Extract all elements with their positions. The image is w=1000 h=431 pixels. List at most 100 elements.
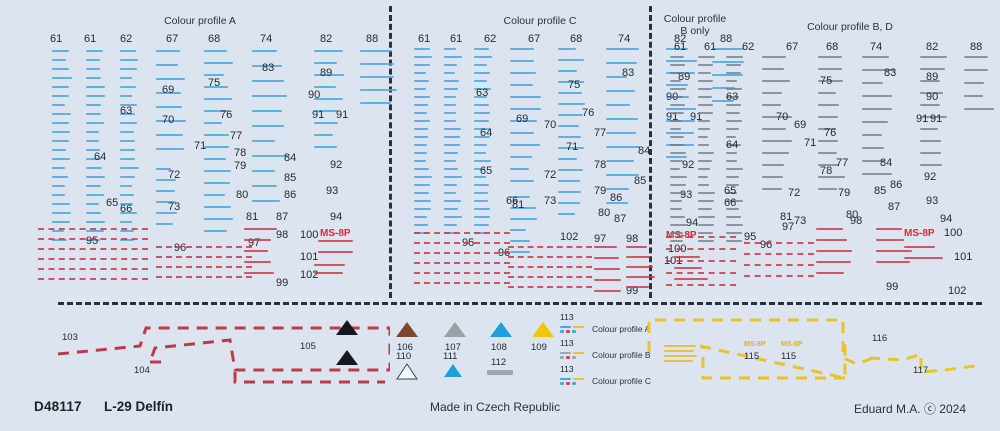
decal-microtext	[252, 200, 281, 202]
warning-microtext	[318, 251, 354, 253]
decal-microtext	[606, 202, 628, 204]
warning-microtext	[816, 228, 843, 230]
decal-microtext	[204, 74, 224, 76]
decal-microtext	[414, 136, 428, 138]
decal-microtext	[444, 208, 458, 210]
warning-microtext	[244, 261, 271, 263]
legend-swatch	[560, 351, 586, 360]
decal-microtext	[156, 64, 178, 66]
decal-microtext	[726, 88, 742, 90]
decal-microtext	[964, 69, 989, 71]
gray-triangle	[444, 322, 466, 337]
legend-number: 113	[560, 364, 574, 374]
triangle-number-111: 111	[443, 351, 458, 362]
column-number: 67	[166, 33, 179, 45]
decal-microtext	[698, 216, 715, 218]
decal-microtext	[474, 192, 489, 194]
column-number: 61	[674, 41, 687, 53]
yellow-outline-shapes	[647, 318, 976, 380]
decal-microtext	[86, 59, 101, 61]
decal-microtext	[726, 104, 741, 106]
decal-microtext	[86, 122, 105, 124]
yellow-triangle	[532, 322, 554, 337]
column-number: 68	[208, 33, 221, 45]
decal-microtext	[818, 92, 837, 94]
horizontal-divider	[58, 302, 982, 305]
decal-microtext	[86, 185, 102, 187]
warning-strip	[744, 275, 814, 277]
decal-microtext	[252, 140, 275, 142]
yellow-number-115-a: 115	[744, 351, 760, 362]
decal-microtext	[666, 84, 689, 86]
decal-microtext	[670, 240, 684, 242]
decal-number: 90	[926, 91, 939, 103]
warning-microtext	[876, 261, 911, 263]
decal-microtext	[510, 72, 537, 74]
decal-microtext	[86, 131, 99, 133]
decal-microtext	[726, 120, 743, 122]
decal-microtext	[818, 68, 843, 70]
decal-microtext	[606, 188, 629, 190]
decal-number: 89	[678, 71, 691, 83]
decal-number: 100	[668, 243, 687, 255]
decal-microtext	[558, 180, 581, 182]
warning-microtext	[594, 246, 618, 248]
decal-microtext	[726, 232, 742, 234]
decal-microtext	[558, 70, 578, 72]
decal-microtext	[558, 213, 575, 215]
column-number: 88	[366, 33, 379, 45]
decal-microtext	[862, 173, 892, 175]
decal-microtext	[120, 230, 134, 232]
decal-microtext	[252, 80, 284, 82]
warning-strip	[414, 282, 510, 284]
decal-number: 89	[926, 71, 939, 83]
triangle-number-105: 105	[300, 341, 316, 352]
decal-number: 71	[194, 140, 207, 152]
warning-strip	[666, 248, 736, 250]
decal-microtext	[920, 92, 944, 94]
decal-microtext	[204, 134, 229, 136]
yellow-micro-stencils	[664, 345, 697, 365]
decal-microtext	[204, 218, 234, 220]
column-number: 67	[528, 33, 541, 45]
decal-microtext	[698, 88, 712, 90]
decal-microtext	[670, 80, 681, 82]
decal-number: 69	[162, 84, 175, 96]
column-number: 61	[450, 33, 463, 45]
decal-microtext	[510, 168, 530, 170]
decal-microtext	[862, 69, 895, 71]
legend-label: Colour profile C	[592, 376, 652, 386]
decal-microtext	[120, 239, 134, 241]
warning-strip	[156, 246, 252, 248]
warning-strip	[508, 276, 592, 278]
decal-microtext	[414, 72, 426, 74]
decal-microtext	[444, 192, 456, 194]
decal-microtext	[120, 122, 138, 124]
decal-microtext	[252, 155, 288, 157]
decal-microtext	[204, 182, 230, 184]
decal-microtext	[86, 95, 105, 97]
decal-microtext	[474, 232, 488, 234]
decal-microtext	[414, 80, 430, 82]
decal-microtext	[360, 50, 393, 52]
decal-microtext	[86, 194, 104, 196]
decal-microtext	[510, 120, 537, 122]
decal-microtext	[86, 176, 106, 178]
decal-number: 97	[248, 237, 261, 249]
decal-microtext	[762, 116, 792, 118]
decal-number: 73	[544, 195, 557, 207]
decal-number: 101	[300, 251, 319, 263]
triangle-number-108: 108	[491, 342, 507, 353]
decal-microtext	[120, 167, 140, 169]
decal-microtext	[964, 95, 984, 97]
decal-microtext	[818, 188, 837, 190]
decal-microtext	[670, 208, 682, 210]
decal-microtext	[86, 230, 105, 232]
decal-microtext	[52, 149, 67, 151]
decal-number: 101	[954, 251, 973, 263]
decal-number: 91	[666, 111, 679, 123]
decal-microtext	[414, 104, 429, 106]
decal-microtext	[52, 77, 72, 79]
decal-microtext	[698, 80, 713, 82]
warning-microtext	[876, 239, 905, 241]
